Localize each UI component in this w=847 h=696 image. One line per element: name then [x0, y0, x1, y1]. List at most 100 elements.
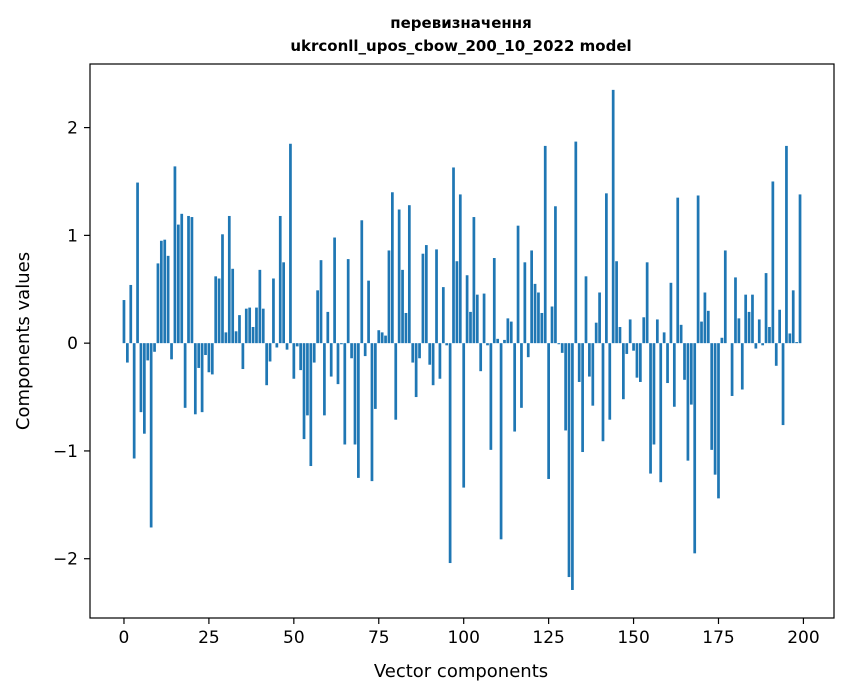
bar-32 — [231, 268, 235, 344]
bar-98 — [455, 261, 459, 344]
bar-100 — [462, 343, 466, 488]
bar-139 — [594, 322, 598, 344]
bar-147 — [622, 343, 625, 400]
bar-13 — [166, 255, 170, 344]
bar-35 — [241, 343, 245, 370]
bar-11 — [159, 240, 163, 344]
bar-175 — [717, 343, 720, 499]
bar-126 — [550, 306, 554, 344]
bar-131 — [567, 343, 571, 578]
bar-123 — [540, 312, 544, 344]
bar-14 — [170, 343, 173, 360]
bar-20 — [190, 217, 194, 344]
x-tick-label: 50 — [283, 628, 305, 648]
bar-96 — [448, 343, 452, 564]
bar-73 — [370, 343, 374, 482]
bar-0 — [122, 300, 126, 344]
bar-153 — [642, 317, 646, 344]
bar-107 — [486, 343, 489, 346]
bar-17 — [180, 213, 184, 344]
bar-87 — [418, 343, 421, 359]
bar-30 — [224, 332, 228, 344]
bar-41 — [261, 308, 265, 344]
bar-67 — [350, 343, 353, 359]
bar-181 — [737, 318, 741, 344]
bar-145 — [615, 261, 618, 344]
bar-163 — [676, 197, 680, 344]
bar-71 — [363, 343, 367, 357]
bar-129 — [560, 343, 564, 353]
bar-124 — [543, 145, 547, 344]
bar-46 — [278, 215, 282, 344]
bar-188 — [761, 343, 765, 346]
bar-57 — [316, 290, 319, 344]
bar-49 — [289, 143, 292, 344]
bar-136 — [584, 276, 588, 344]
bar-6 — [143, 343, 146, 434]
bar-31 — [227, 215, 231, 344]
bar-76 — [380, 332, 384, 344]
x-tick-label: 25 — [198, 628, 220, 648]
bar-48 — [285, 343, 289, 350]
bar-45 — [275, 343, 279, 348]
bar-179 — [730, 343, 734, 396]
bar-110 — [496, 338, 500, 344]
bar-27 — [214, 276, 218, 344]
bar-160 — [666, 343, 669, 384]
bar-91 — [431, 343, 435, 386]
bar-108 — [489, 343, 493, 450]
bar-28 — [217, 278, 221, 344]
bar-37 — [248, 307, 252, 344]
bar-158 — [659, 343, 663, 483]
bar-15 — [173, 166, 177, 344]
bar-99 — [458, 194, 462, 344]
bar-60 — [326, 311, 330, 344]
bar-25 — [207, 343, 211, 373]
bar-94 — [441, 287, 445, 344]
x-tick-label: 125 — [532, 628, 564, 648]
bar-114 — [509, 321, 513, 344]
bar-81 — [397, 209, 401, 344]
bar-169 — [696, 195, 700, 344]
y-tick-label: 1 — [67, 226, 78, 246]
bar-140 — [598, 292, 601, 344]
bar-77 — [384, 335, 387, 344]
bar-95 — [445, 343, 449, 346]
bar-118 — [523, 262, 527, 344]
bar-191 — [771, 181, 775, 344]
bar-97 — [452, 167, 455, 344]
bar-62 — [333, 237, 336, 344]
bar-187 — [757, 319, 761, 344]
bar-64 — [340, 343, 343, 345]
bar-199 — [798, 194, 802, 344]
bar-84 — [407, 205, 411, 344]
bar-190 — [768, 326, 771, 344]
bar-52 — [299, 343, 302, 371]
bar-88 — [421, 253, 425, 344]
bar-193 — [778, 309, 781, 344]
bar-125 — [547, 343, 550, 479]
bar-142 — [605, 193, 608, 344]
bar-172 — [706, 310, 710, 344]
bar-137 — [588, 343, 591, 377]
bar-75 — [377, 330, 381, 344]
bar-29 — [221, 234, 224, 344]
bar-63 — [336, 343, 340, 385]
bar-102 — [469, 311, 472, 344]
y-axis-label: Components values — [13, 252, 34, 430]
bar-120 — [530, 250, 533, 344]
bar-89 — [424, 245, 428, 344]
bar-155 — [649, 343, 652, 474]
bar-182 — [740, 343, 744, 390]
bar-166 — [686, 343, 690, 461]
chart-title-line-1: перевизначення — [390, 14, 531, 32]
bar-164 — [679, 324, 683, 344]
y-tick-label: −2 — [53, 550, 78, 570]
bar-135 — [581, 343, 584, 453]
bar-111 — [499, 343, 503, 540]
bar-59 — [323, 343, 326, 416]
bar-8 — [149, 343, 153, 528]
bar-130 — [564, 343, 567, 431]
bar-134 — [577, 343, 581, 382]
